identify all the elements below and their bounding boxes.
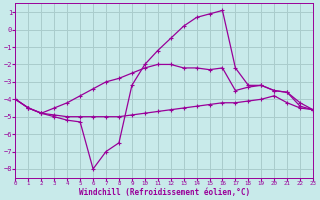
X-axis label: Windchill (Refroidissement éolien,°C): Windchill (Refroidissement éolien,°C) <box>79 188 250 197</box>
